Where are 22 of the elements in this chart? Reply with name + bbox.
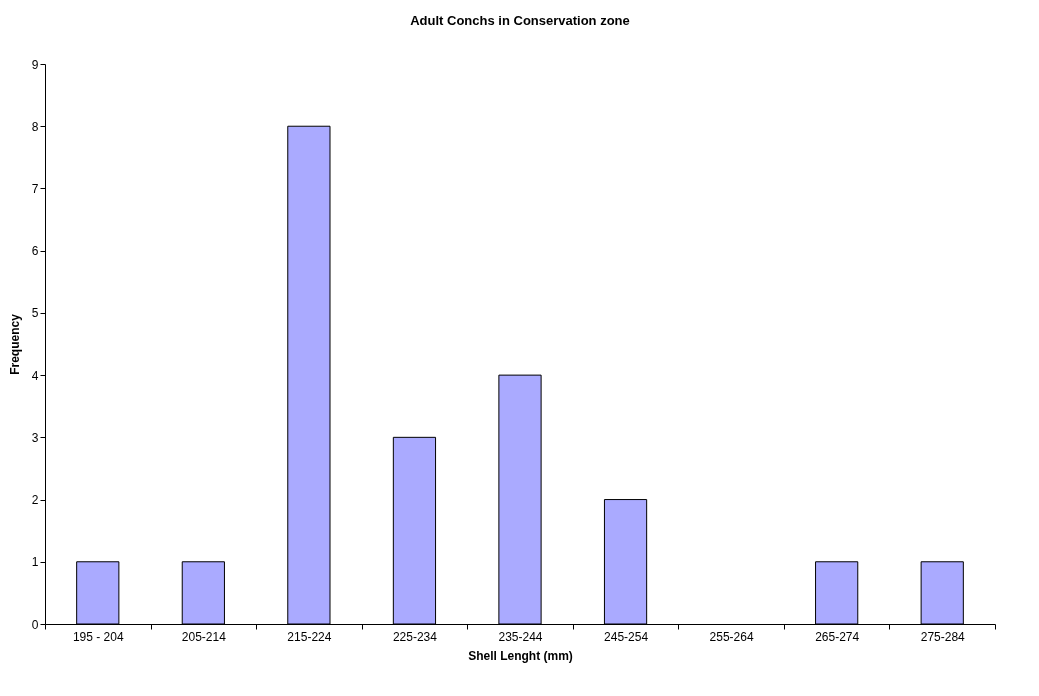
x-tick-label: 235-244 xyxy=(498,629,543,644)
x-tick-label: 275-284 xyxy=(920,629,966,644)
y-tick-label: 6 xyxy=(31,244,39,259)
y-axis-title: Frequency xyxy=(7,313,22,375)
x-tick-label: 215-224 xyxy=(287,629,332,644)
y-tick-label: 3 xyxy=(31,430,39,445)
x-tick-label: 195 - 204 xyxy=(72,629,124,644)
x-axis-title: Shell Lenght (mm) xyxy=(468,648,573,663)
y-tick-label: 7 xyxy=(31,181,39,196)
y-tick-label: 8 xyxy=(31,119,39,134)
x-tick-label: 245-254 xyxy=(604,629,649,644)
chart-title: Adult Conchs in Conservation zone xyxy=(410,13,630,28)
y-tick-label: 9 xyxy=(31,57,39,72)
y-tick-label: 0 xyxy=(31,617,39,632)
y-tick-label: 5 xyxy=(31,306,39,321)
x-tick-label: 265-274 xyxy=(815,629,860,644)
y-tick-label: 2 xyxy=(31,493,39,508)
y-tick-label: 1 xyxy=(31,555,39,570)
y-tick-label: 4 xyxy=(31,368,39,383)
x-tick-label: 205-214 xyxy=(181,629,227,644)
x-tick-label: 225-234 xyxy=(392,629,438,644)
x-tick-label: 255-264 xyxy=(709,629,754,644)
